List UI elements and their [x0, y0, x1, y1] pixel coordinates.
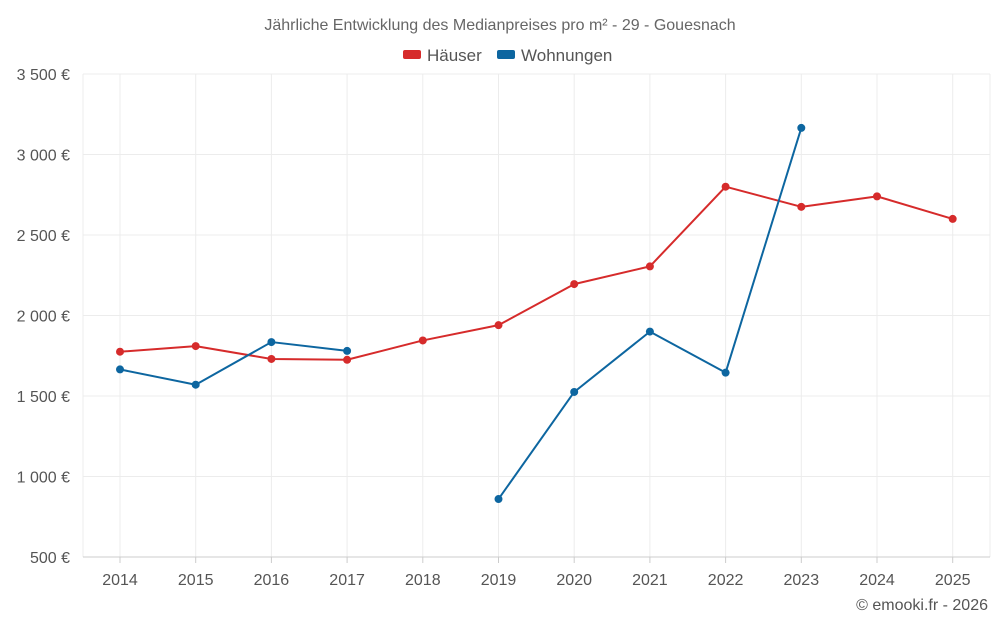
data-point[interactable] [343, 355, 352, 364]
legend-item[interactable]: Wohnungen [497, 46, 612, 65]
data-point[interactable] [570, 387, 579, 396]
x-tick-label: 2020 [556, 572, 592, 589]
y-tick-label: 1 000 € [17, 470, 70, 487]
legend-swatch [497, 50, 515, 59]
data-point[interactable] [191, 380, 200, 389]
x-tick-label: 2017 [329, 572, 365, 589]
chart-title: Jährliche Entwicklung des Medianpreises … [264, 17, 735, 34]
y-tick-label: 1 500 € [17, 389, 70, 406]
x-tick-label: 2025 [935, 572, 971, 589]
y-tick-label: 3 000 € [17, 148, 70, 165]
data-point[interactable] [343, 346, 352, 355]
x-tick-label: 2021 [632, 572, 668, 589]
y-tick-label: 2 500 € [17, 228, 70, 245]
legend: Häuser Wohnungen [403, 46, 612, 65]
data-point[interactable] [721, 368, 730, 377]
y-tick-label: 3 500 € [17, 67, 70, 84]
data-point[interactable] [797, 202, 806, 211]
series-wohnungen [116, 123, 806, 504]
x-tick-label: 2022 [708, 572, 744, 589]
x-tick-label: 2024 [859, 572, 895, 589]
x-tick-label: 2019 [481, 572, 517, 589]
data-point[interactable] [267, 354, 276, 363]
series-haeuser [116, 182, 957, 364]
data-point[interactable] [570, 280, 579, 289]
data-point[interactable] [267, 338, 276, 347]
y-tick-label: 2 000 € [17, 309, 70, 326]
x-tick-label: 2016 [254, 572, 290, 589]
legend-swatch [403, 50, 421, 59]
data-point[interactable] [721, 182, 730, 191]
series-line [119, 185, 953, 361]
data-point[interactable] [116, 347, 124, 356]
legend-item[interactable]: Häuser [403, 46, 482, 65]
series-line [119, 341, 348, 386]
data-point[interactable] [645, 327, 654, 336]
data-point[interactable] [873, 192, 881, 201]
grid [82, 73, 991, 558]
legend-label: Häuser [427, 46, 482, 65]
y-tick-label: 500 € [30, 550, 70, 567]
x-tick-label: 2023 [784, 572, 820, 589]
data-point[interactable] [494, 321, 503, 330]
data-point[interactable] [418, 336, 427, 345]
axes: 500 € 1 000 € 1 500 € 2 000 € 2 500 € 3 000 €… [17, 67, 990, 589]
x-tick-label: 2014 [102, 572, 138, 589]
data-point[interactable] [797, 123, 806, 132]
x-tick-label: 2018 [405, 572, 441, 589]
series-layer [116, 123, 957, 504]
data-point[interactable] [116, 365, 124, 374]
data-point[interactable] [191, 342, 200, 351]
data-point[interactable] [494, 495, 503, 504]
data-point[interactable] [645, 262, 654, 271]
legend-label: Wohnungen [521, 46, 612, 65]
credit-text: © emooki.fr - 2026 [856, 597, 988, 614]
x-tick-label: 2015 [178, 572, 214, 589]
data-point[interactable] [948, 214, 957, 223]
